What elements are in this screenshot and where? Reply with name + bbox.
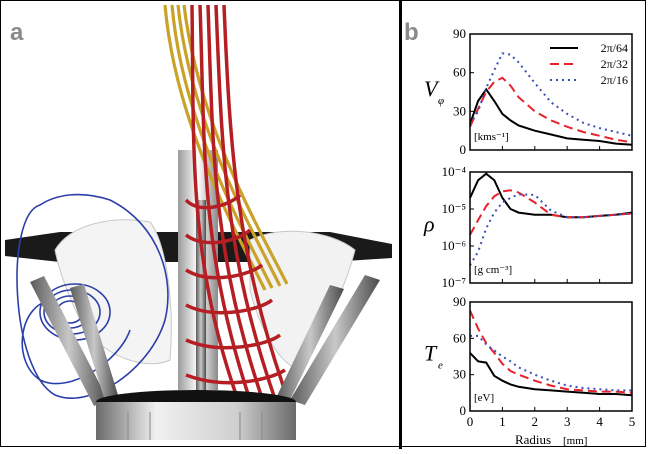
y-axis-label: T (424, 341, 438, 366)
x-axis-label: Radius (515, 432, 551, 447)
panel-divider (399, 0, 402, 449)
support-posts (30, 275, 380, 406)
panel-a-label: a (10, 19, 24, 46)
plot-frame-1 (469, 33, 633, 151)
xtick-label: 5 (629, 414, 636, 429)
series-line-2-3 (469, 193, 633, 266)
xtick-label: 0 (467, 414, 474, 429)
unit-label: [eV] (474, 392, 494, 404)
series-line-2-2 (469, 189, 633, 236)
xtick-label: 4 (596, 414, 603, 429)
ytick-label: 30 (453, 103, 466, 118)
ytick-label: 60 (453, 330, 466, 345)
series-line-1-2 (469, 76, 633, 144)
series-line-1-1 (469, 87, 633, 146)
ytick-label: 30 (453, 367, 466, 382)
series-line-3-3 (470, 334, 632, 392)
ytick-label: 10⁻⁵ (442, 201, 466, 216)
legend-label-2: 2π/32 (601, 57, 628, 71)
inner-rod (196, 200, 206, 400)
y-axis-label-sub: e (438, 360, 443, 372)
series-line-3-1 (469, 352, 633, 397)
x-axis-unit: [mm] (563, 435, 587, 447)
panel-b-label: b (404, 19, 419, 46)
xtick-label: 1 (499, 414, 506, 429)
ytick-label: 10⁻⁴ (442, 164, 467, 179)
series-line-1-3 (469, 52, 633, 137)
series-line-3-2 (469, 310, 633, 394)
plot-frame-2 (469, 171, 633, 284)
panel-a-illustration: a (5, 4, 392, 440)
panel-a-svg: a (5, 4, 392, 440)
ytick-label: 0 (460, 142, 467, 157)
ytick-label: 0 (460, 403, 467, 418)
ytick-label: 90 (453, 26, 466, 41)
ytick-label: 60 (453, 65, 466, 80)
plot-frame-3 (469, 301, 633, 412)
y-axis-label: V (424, 76, 440, 101)
ytick-label: 10⁻⁷ (442, 275, 466, 290)
base-stripes (109, 412, 281, 440)
red-wires (184, 4, 288, 401)
ytick-label: 10⁻⁶ (442, 238, 466, 253)
legend-label-3: 2π/16 (601, 73, 628, 87)
ytick-label: 90 (453, 294, 466, 309)
y-axis-label-sub: φ (438, 95, 444, 107)
unit-label: [g cm⁻³] (474, 264, 512, 276)
legend-label-1: 2π/64 (601, 41, 628, 55)
unit-label: [kms⁻¹] (474, 131, 509, 143)
xtick-label: 2 (532, 414, 539, 429)
y-axis-label: ρ (423, 212, 435, 237)
xtick-label: 3 (564, 414, 571, 429)
base-disc (96, 402, 296, 440)
